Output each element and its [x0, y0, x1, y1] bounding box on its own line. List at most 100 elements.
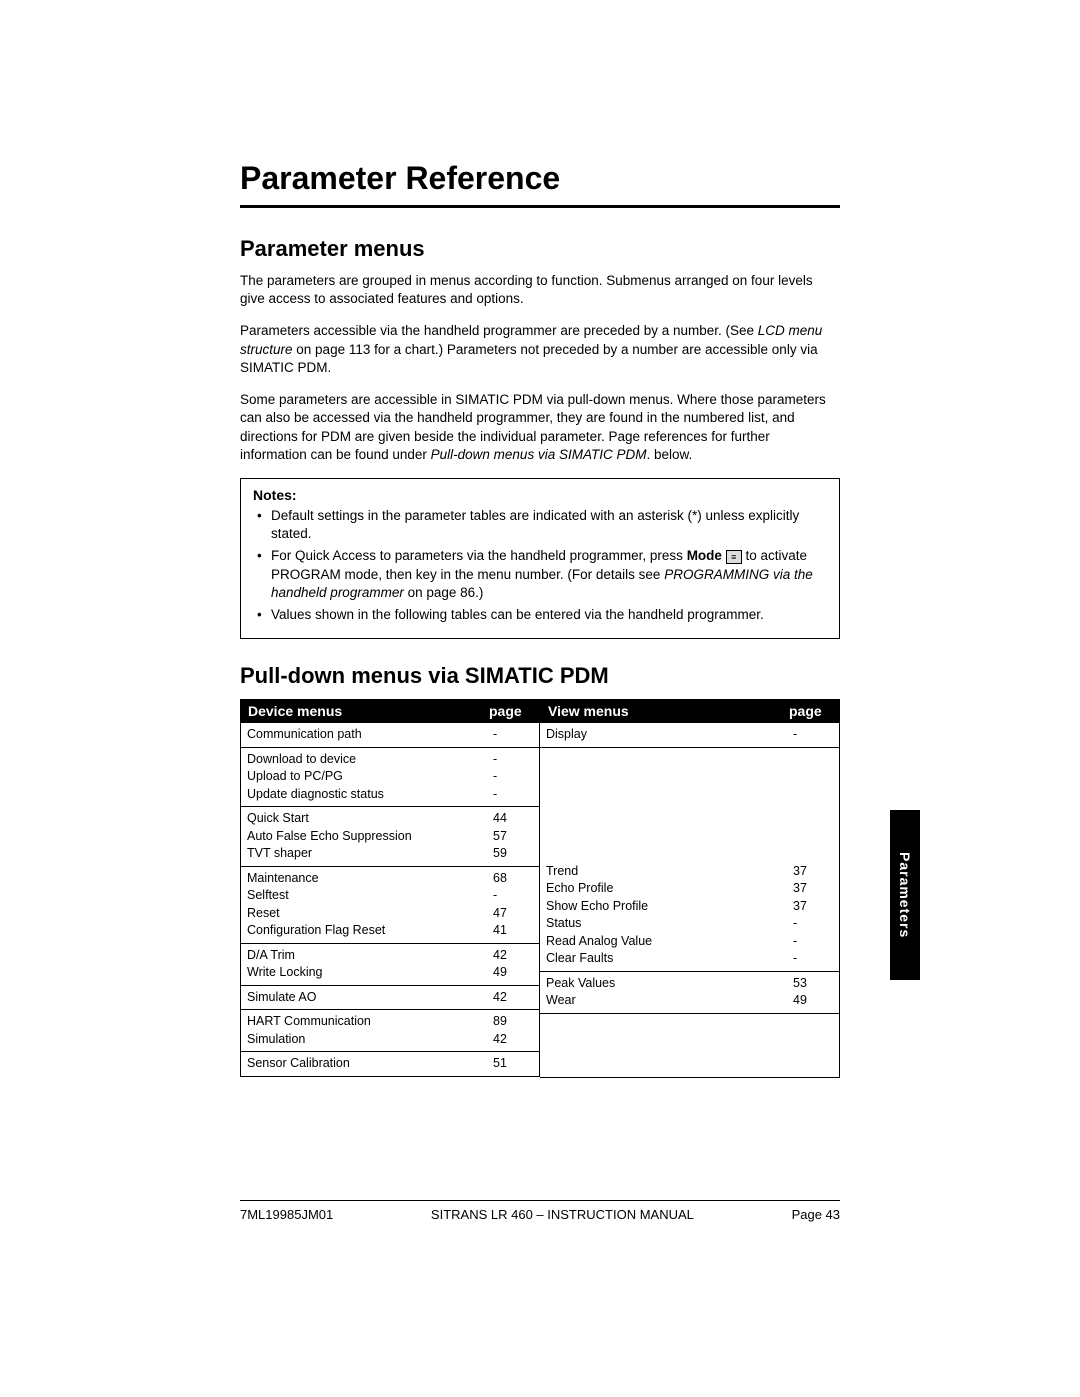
row-name: Show Echo Profile [546, 898, 789, 916]
table-row: Sensor Calibration51 [241, 1055, 539, 1073]
note-item: For Quick Access to parameters via the h… [253, 547, 827, 602]
row-page: - [789, 950, 839, 968]
row-name: Communication path [247, 726, 489, 744]
section-parameter-menus: Parameter menus [240, 236, 840, 262]
row-name: Peak Values [546, 975, 789, 993]
table-row: Simulate AO42 [241, 989, 539, 1007]
row-page: 49 [489, 964, 539, 982]
table-group: D/A Trim42Write Locking49 [241, 944, 539, 986]
menu-tables: Device menus page Communication path-Dow… [240, 699, 840, 1078]
row-page: 47 [489, 905, 539, 923]
row-name: Wear [546, 992, 789, 1010]
row-name: Simulate AO [247, 989, 489, 1007]
mode-icon: ≡ [726, 550, 742, 564]
row-name: Upload to PC/PG [247, 768, 489, 786]
row-name: Maintenance [247, 870, 489, 888]
chapter-rule [240, 205, 840, 208]
table-group: Sensor Calibration51 [241, 1052, 539, 1076]
row-name: Reset [247, 905, 489, 923]
header-page: page [485, 703, 540, 719]
section-pulldown-menus: Pull-down menus via SIMATIC PDM [240, 663, 840, 689]
table-row: Upload to PC/PG- [241, 768, 539, 786]
notes-list: Default settings in the parameter tables… [253, 507, 827, 624]
table-group: Quick Start44Auto False Echo Suppression… [241, 807, 539, 867]
table-group: HART Communication89Simulation42 [241, 1010, 539, 1052]
table-header: Device menus page [240, 699, 540, 723]
row-page: - [789, 726, 839, 744]
table-row: Download to device- [241, 751, 539, 769]
table-row: Display- [540, 726, 839, 744]
row-page: - [789, 933, 839, 951]
table-row: D/A Trim42 [241, 947, 539, 965]
table-header: View menus page [540, 699, 840, 723]
table-row: Auto False Echo Suppression57 [241, 828, 539, 846]
header-page: page [785, 703, 840, 719]
row-page: 59 [489, 845, 539, 863]
device-menu-body: Communication path-Download to device-Up… [240, 723, 540, 1077]
side-tab-parameters: Parameters [890, 810, 920, 980]
notes-box: Notes: Default settings in the parameter… [240, 478, 840, 639]
row-page: 37 [789, 898, 839, 916]
table-group: Communication path- [241, 723, 539, 748]
table-group: Simulate AO42 [241, 986, 539, 1011]
row-page: 89 [489, 1013, 539, 1031]
table-row: Echo Profile37 [540, 880, 839, 898]
row-name: Selftest [247, 887, 489, 905]
footer-rule [240, 1200, 840, 1201]
row-page: 42 [489, 1031, 539, 1049]
row-name: Trend [546, 863, 789, 881]
mode-label: Mode [687, 548, 722, 563]
table-row: Trend37 [540, 863, 839, 881]
row-name: TVT shaper [247, 845, 489, 863]
footer-row: 7ML19985JM01 SITRANS LR 460 – INSTRUCTIO… [240, 1207, 840, 1222]
row-name: Download to device [247, 751, 489, 769]
table-row: TVT shaper59 [241, 845, 539, 863]
note-item: Values shown in the following tables can… [253, 606, 827, 624]
row-name: HART Communication [247, 1013, 489, 1031]
note-item: Default settings in the parameter tables… [253, 507, 827, 543]
text: on page 86.) [404, 585, 484, 600]
text: Parameters accessible via the handheld p… [240, 323, 758, 338]
table-row: Peak Values53 [540, 975, 839, 993]
row-name: Clear Faults [546, 950, 789, 968]
page-content: Parameter Reference Parameter menus The … [240, 160, 840, 1078]
row-page: - [489, 726, 539, 744]
row-page: 49 [789, 992, 839, 1010]
table-row: Communication path- [241, 726, 539, 744]
row-name: Configuration Flag Reset [247, 922, 489, 940]
table-row: Selftest- [241, 887, 539, 905]
row-page: 44 [489, 810, 539, 828]
table-row: Maintenance68 [241, 870, 539, 888]
row-page: 37 [789, 880, 839, 898]
footer-manual-title: SITRANS LR 460 – INSTRUCTION MANUAL [333, 1207, 791, 1222]
row-page: - [789, 915, 839, 933]
table-row: Quick Start44 [241, 810, 539, 828]
row-name: Write Locking [247, 964, 489, 982]
row-page: 57 [489, 828, 539, 846]
row-page: 37 [789, 863, 839, 881]
row-page: 53 [789, 975, 839, 993]
text: For Quick Access to parameters via the h… [271, 548, 687, 563]
table-row: Configuration Flag Reset41 [241, 922, 539, 940]
paragraph: The parameters are grouped in menus acco… [240, 272, 840, 308]
notes-title: Notes: [253, 487, 827, 503]
device-menus-column: Device menus page Communication path-Dow… [240, 699, 540, 1078]
row-name: Auto False Echo Suppression [247, 828, 489, 846]
table-row: Read Analog Value- [540, 933, 839, 951]
table-group: Download to device-Upload to PC/PG-Updat… [241, 748, 539, 808]
row-page: - [489, 768, 539, 786]
table-filler [540, 1014, 839, 1077]
table-group: Trend37Echo Profile37Show Echo Profile37… [540, 860, 839, 972]
row-name: Echo Profile [546, 880, 789, 898]
row-page: - [489, 887, 539, 905]
footer-page-number: Page 43 [792, 1207, 840, 1222]
text: . below. [646, 447, 692, 462]
paragraph: Some parameters are accessible in SIMATI… [240, 391, 840, 464]
page-footer: 7ML19985JM01 SITRANS LR 460 – INSTRUCTIO… [240, 1200, 840, 1222]
view-menus-column: View menus page Display- Trend37Echo Prof… [540, 699, 840, 1078]
row-name: Simulation [247, 1031, 489, 1049]
row-name: D/A Trim [247, 947, 489, 965]
table-group [540, 748, 839, 860]
row-page: - [489, 751, 539, 769]
row-name: Sensor Calibration [247, 1055, 489, 1073]
